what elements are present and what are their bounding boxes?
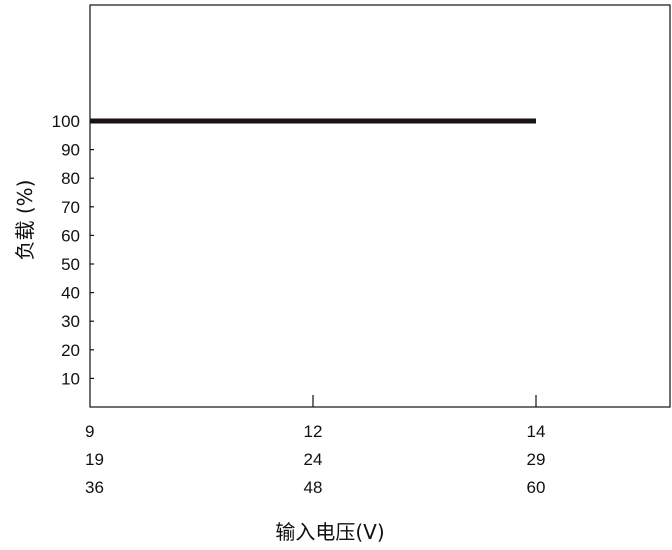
x-tick-label: 60	[527, 478, 546, 497]
x-tick-label: 24	[304, 450, 323, 469]
y-tick-label: 50	[61, 255, 80, 274]
y-tick-label: 40	[61, 284, 80, 303]
x-tick-label: 12	[304, 422, 323, 441]
y-tick-label: 20	[61, 341, 80, 360]
y-tick-label: 80	[61, 169, 80, 188]
y-tick-label: 100	[52, 112, 80, 131]
y-axis-title: 负载 (%)	[13, 180, 37, 261]
y-tick-label: 60	[61, 226, 80, 245]
x-tick-label: 48	[304, 478, 323, 497]
y-tick-label: 10	[61, 369, 80, 388]
y-axis-ticks: 10 20 30 40 50 60 70 80 90 100	[52, 112, 94, 388]
y-tick-label: 70	[61, 198, 80, 217]
y-tick-label: 30	[61, 312, 80, 331]
x-tick-label: 9	[85, 422, 94, 441]
y-tick-label: 90	[61, 141, 80, 160]
x-tick-label: 36	[85, 478, 104, 497]
x-axis-title: 输入电压(V)	[275, 520, 384, 544]
plot-frame	[89, 4, 671, 408]
x-tick-label: 29	[527, 450, 546, 469]
x-tick-label: 19	[85, 450, 104, 469]
x-tick-label: 14	[527, 422, 546, 441]
x-axis-ticks: 9 19 36 12 24 48 14 29 60	[85, 395, 545, 497]
